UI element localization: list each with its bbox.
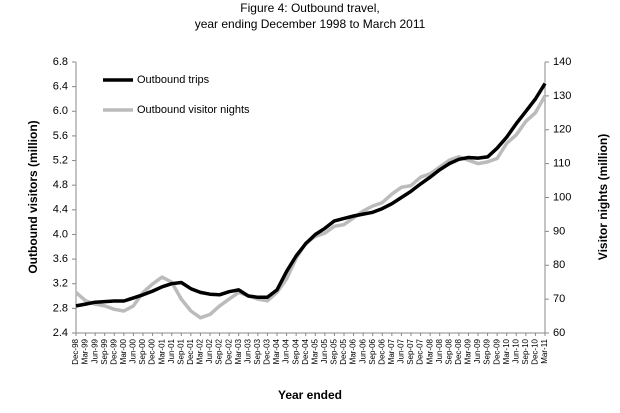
y-tick-label: 2.8 <box>53 302 68 314</box>
y-tick-label: 6.0 <box>53 105 68 117</box>
y2-tick-label: 140 <box>553 56 571 68</box>
y-tick-label: 3.6 <box>53 253 68 265</box>
x-tick-label: Sep-07 <box>406 338 415 364</box>
x-tick-label: Sep-03 <box>253 338 262 364</box>
x-axis-label: Year ended <box>278 388 342 402</box>
x-tick-label: Dec-04 <box>301 338 310 364</box>
x-tick-label: Jun-06 <box>358 338 367 363</box>
series-line <box>75 82 547 308</box>
y-tick-label: 6.8 <box>53 56 68 68</box>
x-tick-label: Dec-02 <box>224 338 233 364</box>
x-tick-label: Sep-02 <box>215 338 224 364</box>
x-tick-label: Jun-03 <box>243 338 252 363</box>
x-tick-label: Dec-08 <box>454 338 463 364</box>
x-tick-label: Mar-02 <box>196 338 205 364</box>
x-tick-label: Jun-00 <box>129 338 138 363</box>
x-tick-label: Mar-06 <box>349 338 358 364</box>
y2-tick-label: 110 <box>553 158 571 170</box>
y2-axis-label: Visitor nights (million) <box>596 134 610 260</box>
x-tick-label: Mar-00 <box>119 338 128 364</box>
x-tick-label: Dec-98 <box>71 338 80 364</box>
y-axis-label: Outbound visitors (million) <box>26 120 40 273</box>
x-tick-label: Dec-06 <box>377 338 386 364</box>
y2-tick-label: 130 <box>553 90 571 102</box>
y2-tick-label: 70 <box>553 293 565 305</box>
x-tick-label: Mar-11 <box>540 338 549 363</box>
x-tick-label: Jun-09 <box>473 338 482 363</box>
x-tick-label: Mar-07 <box>387 338 396 364</box>
x-tick-label: Mar-99 <box>81 338 90 364</box>
x-tick-label: Dec-07 <box>416 338 425 364</box>
y2-tick-label: 120 <box>553 124 571 136</box>
x-tick-label: Dec-10 <box>531 338 540 364</box>
y2-tick-label: 60 <box>553 327 565 339</box>
y2-tick-label: 90 <box>553 225 565 237</box>
y2-tick-label: 80 <box>553 259 565 271</box>
chart-title: Figure 4: Outbound travel, <box>240 1 379 15</box>
x-tick-label: Jun-01 <box>167 338 176 363</box>
x-tick-label: Sep-99 <box>100 338 109 364</box>
x-tick-label: Dec-01 <box>186 338 195 364</box>
y-tick-label: 2.4 <box>53 327 68 339</box>
x-tick-label: Sep-05 <box>330 338 339 364</box>
x-tick-label: Mar-05 <box>310 338 319 364</box>
x-tick-label: Jun-10 <box>511 338 520 363</box>
y2-tick-label: 100 <box>553 191 571 203</box>
x-tick-label: Mar-03 <box>234 338 243 364</box>
chart-subtitle: year ending December 1998 to March 2011 <box>195 17 426 31</box>
x-tick-label: Dec-00 <box>148 338 157 364</box>
y-tick-label: 4.8 <box>53 179 68 191</box>
x-tick-label: Sep-04 <box>291 338 300 364</box>
x-tick-label: Mar-01 <box>157 338 166 364</box>
x-tick-label: Dec-05 <box>339 338 348 364</box>
series-line <box>74 95 547 320</box>
legend-label: Outbound trips <box>137 74 210 86</box>
x-tick-label: Mar-09 <box>464 338 473 364</box>
y-tick-label: 4.0 <box>53 228 68 240</box>
x-tick-label: Sep-08 <box>444 338 453 364</box>
y-tick-label: 3.2 <box>53 278 68 290</box>
legend-label: Outbound visitor nights <box>137 104 250 116</box>
x-tick-label: Mar-10 <box>502 338 511 364</box>
x-tick-label: Mar-04 <box>272 338 281 364</box>
x-tick-label: Sep-10 <box>521 338 530 364</box>
x-tick-label: Jun-07 <box>397 338 406 363</box>
y-tick-label: 5.2 <box>53 154 68 166</box>
x-tick-label: Sep-01 <box>176 338 185 364</box>
x-tick-label: Jun-04 <box>282 338 291 363</box>
y-tick-label: 6.4 <box>53 81 68 93</box>
x-tick-label: Jun-05 <box>320 338 329 363</box>
x-tick-label: Sep-00 <box>138 338 147 364</box>
y-tick-label: 4.4 <box>53 204 68 216</box>
x-tick-label: Jun-99 <box>90 338 99 363</box>
x-tick-label: Sep-09 <box>483 338 492 364</box>
x-tick-label: Jun-08 <box>435 338 444 363</box>
x-tick-label: Dec-99 <box>109 338 118 364</box>
x-tick-label: Jun-02 <box>205 338 214 363</box>
x-tick-label: Sep-06 <box>368 338 377 364</box>
x-tick-label: Mar-08 <box>425 338 434 364</box>
x-tick-label: Dec-09 <box>492 338 501 364</box>
y-tick-label: 5.6 <box>53 130 68 142</box>
x-tick-label: Dec-03 <box>263 338 272 364</box>
